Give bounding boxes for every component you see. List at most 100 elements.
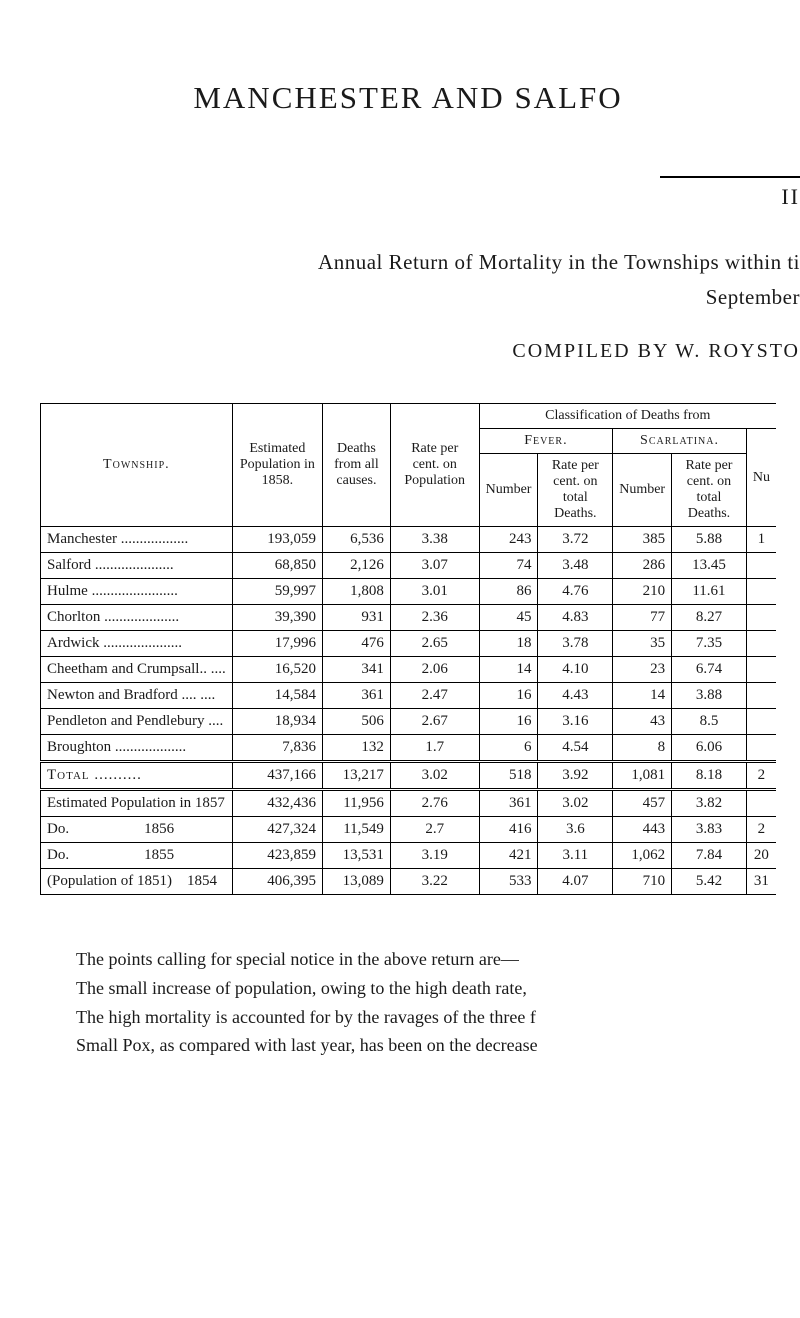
table-row: Estimated Population in 1857 432,436 11,… <box>41 790 777 817</box>
cell-scar-r: 13.45 <box>672 553 747 579</box>
cell-scar-n: 14 <box>613 683 672 709</box>
row-label: Chorlton .................... <box>41 605 233 631</box>
cell-fever-r: 3.6 <box>538 817 613 843</box>
col-fever-rate: Rate per cent. on total Deaths. <box>538 454 613 527</box>
cell-rate: 2.47 <box>390 683 479 709</box>
cell-fever-n: 74 <box>479 553 538 579</box>
cell-rate: 3.38 <box>390 527 479 553</box>
annual-line-1: Annual Return of Mortality in the Townsh… <box>40 250 800 275</box>
cell-rate: 2.76 <box>390 790 479 817</box>
cell-fever-n: 45 <box>479 605 538 631</box>
cell-pop: 432,436 <box>232 790 322 817</box>
cell-rate: 1.7 <box>390 735 479 762</box>
cell-fever-r: 4.07 <box>538 869 613 895</box>
note-line-3: The high mortality is accounted for by t… <box>40 1003 776 1032</box>
table-row: Total .......... 437,166 13,217 3.02 518… <box>41 762 777 790</box>
cell-pop: 14,584 <box>232 683 322 709</box>
table-row: Newton and Bradford .... .... 14,584 361… <box>41 683 777 709</box>
row-label: Do. 1855 <box>41 843 233 869</box>
cell-fever-r: 3.92 <box>538 762 613 790</box>
cell-scar-n: 457 <box>613 790 672 817</box>
row-label: Manchester .................. <box>41 527 233 553</box>
cell-rate: 3.22 <box>390 869 479 895</box>
cell-fever-n: 361 <box>479 790 538 817</box>
cell-scar-r: 8.18 <box>672 762 747 790</box>
cell-scar-n: 1,081 <box>613 762 672 790</box>
cell-scar-n: 1,062 <box>613 843 672 869</box>
table-row: Hulme ....................... 59,997 1,8… <box>41 579 777 605</box>
cell-extra <box>746 657 776 683</box>
side-mark: II <box>40 184 800 210</box>
col-estimated: Estimated Population in 1858. <box>232 404 322 527</box>
cell-extra <box>746 553 776 579</box>
cell-fever-r: 4.43 <box>538 683 613 709</box>
cell-extra <box>746 579 776 605</box>
col-scar-rate: Rate per cent. on total Deaths. <box>672 454 747 527</box>
annual-text-2: September <box>706 285 800 309</box>
table-row: Cheetham and Crumpsall.. .... 16,520 341… <box>41 657 777 683</box>
notes-block: The points calling for special notice in… <box>40 945 776 1060</box>
cell-deaths: 341 <box>323 657 391 683</box>
row-label: Newton and Bradford .... .... <box>41 683 233 709</box>
cell-pop: 427,324 <box>232 817 322 843</box>
cell-deaths: 11,956 <box>323 790 391 817</box>
cell-scar-n: 210 <box>613 579 672 605</box>
cell-fever-n: 6 <box>479 735 538 762</box>
cell-deaths: 931 <box>323 605 391 631</box>
table-row: Chorlton .................... 39,390 931… <box>41 605 777 631</box>
note-line-2: The small increase of population, owing … <box>40 974 776 1003</box>
cell-deaths: 361 <box>323 683 391 709</box>
cell-rate: 3.01 <box>390 579 479 605</box>
row-label: (Population of 1851) 1854 <box>41 869 233 895</box>
table-row: Do. 1856 427,324 11,549 2.7 416 3.6 443 … <box>41 817 777 843</box>
cell-rate: 3.07 <box>390 553 479 579</box>
cell-rate: 3.02 <box>390 762 479 790</box>
cell-rate: 2.7 <box>390 817 479 843</box>
cell-deaths: 6,536 <box>323 527 391 553</box>
cell-pop: 16,520 <box>232 657 322 683</box>
cell-rate: 2.36 <box>390 605 479 631</box>
cell-rate: 2.06 <box>390 657 479 683</box>
cell-scar-n: 385 <box>613 527 672 553</box>
cell-extra: 20 <box>746 843 776 869</box>
cell-deaths: 11,549 <box>323 817 391 843</box>
cell-fever-n: 518 <box>479 762 538 790</box>
cell-rate: 2.65 <box>390 631 479 657</box>
cell-scar-r: 7.35 <box>672 631 747 657</box>
row-label: Pendleton and Pendlebury .... <box>41 709 233 735</box>
cell-scar-n: 286 <box>613 553 672 579</box>
cell-extra <box>746 735 776 762</box>
cell-deaths: 1,808 <box>323 579 391 605</box>
cell-extra: 31 <box>746 869 776 895</box>
cell-extra <box>746 709 776 735</box>
cell-pop: 423,859 <box>232 843 322 869</box>
table-row: Pendleton and Pendlebury .... 18,934 506… <box>41 709 777 735</box>
row-label: Broughton ................... <box>41 735 233 762</box>
cell-scar-r: 5.88 <box>672 527 747 553</box>
row-label: Cheetham and Crumpsall.. .... <box>41 657 233 683</box>
note-line-4: Small Pox, as compared with last year, h… <box>40 1031 776 1060</box>
row-label: Total .......... <box>41 762 233 790</box>
cell-fever-r: 4.83 <box>538 605 613 631</box>
mortality-table: Township. Estimated Population in 1858. … <box>40 403 776 895</box>
table-row: (Population of 1851) 1854 406,395 13,089… <box>41 869 777 895</box>
col-fever: Fever. <box>479 429 613 454</box>
cell-scar-n: 77 <box>613 605 672 631</box>
table-row: Broughton ................... 7,836 132 … <box>41 735 777 762</box>
cell-deaths: 2,126 <box>323 553 391 579</box>
col-scarlatina: Scarlatina. <box>613 429 747 454</box>
cell-scar-n: 443 <box>613 817 672 843</box>
compiled-by: COMPILED BY W. ROYSTO <box>40 340 800 363</box>
cell-pop: 59,997 <box>232 579 322 605</box>
cell-extra <box>746 683 776 709</box>
page-title: MANCHESTER AND SALFO <box>40 80 776 116</box>
table-row: Ardwick ..................... 17,996 476… <box>41 631 777 657</box>
cell-deaths: 132 <box>323 735 391 762</box>
row-label: Hulme ....................... <box>41 579 233 605</box>
row-label: Do. 1856 <box>41 817 233 843</box>
cell-pop: 68,850 <box>232 553 322 579</box>
cell-rate: 2.67 <box>390 709 479 735</box>
col-scar-number: Number <box>613 454 672 527</box>
cell-fever-r: 4.76 <box>538 579 613 605</box>
table-row: Salford ..................... 68,850 2,1… <box>41 553 777 579</box>
